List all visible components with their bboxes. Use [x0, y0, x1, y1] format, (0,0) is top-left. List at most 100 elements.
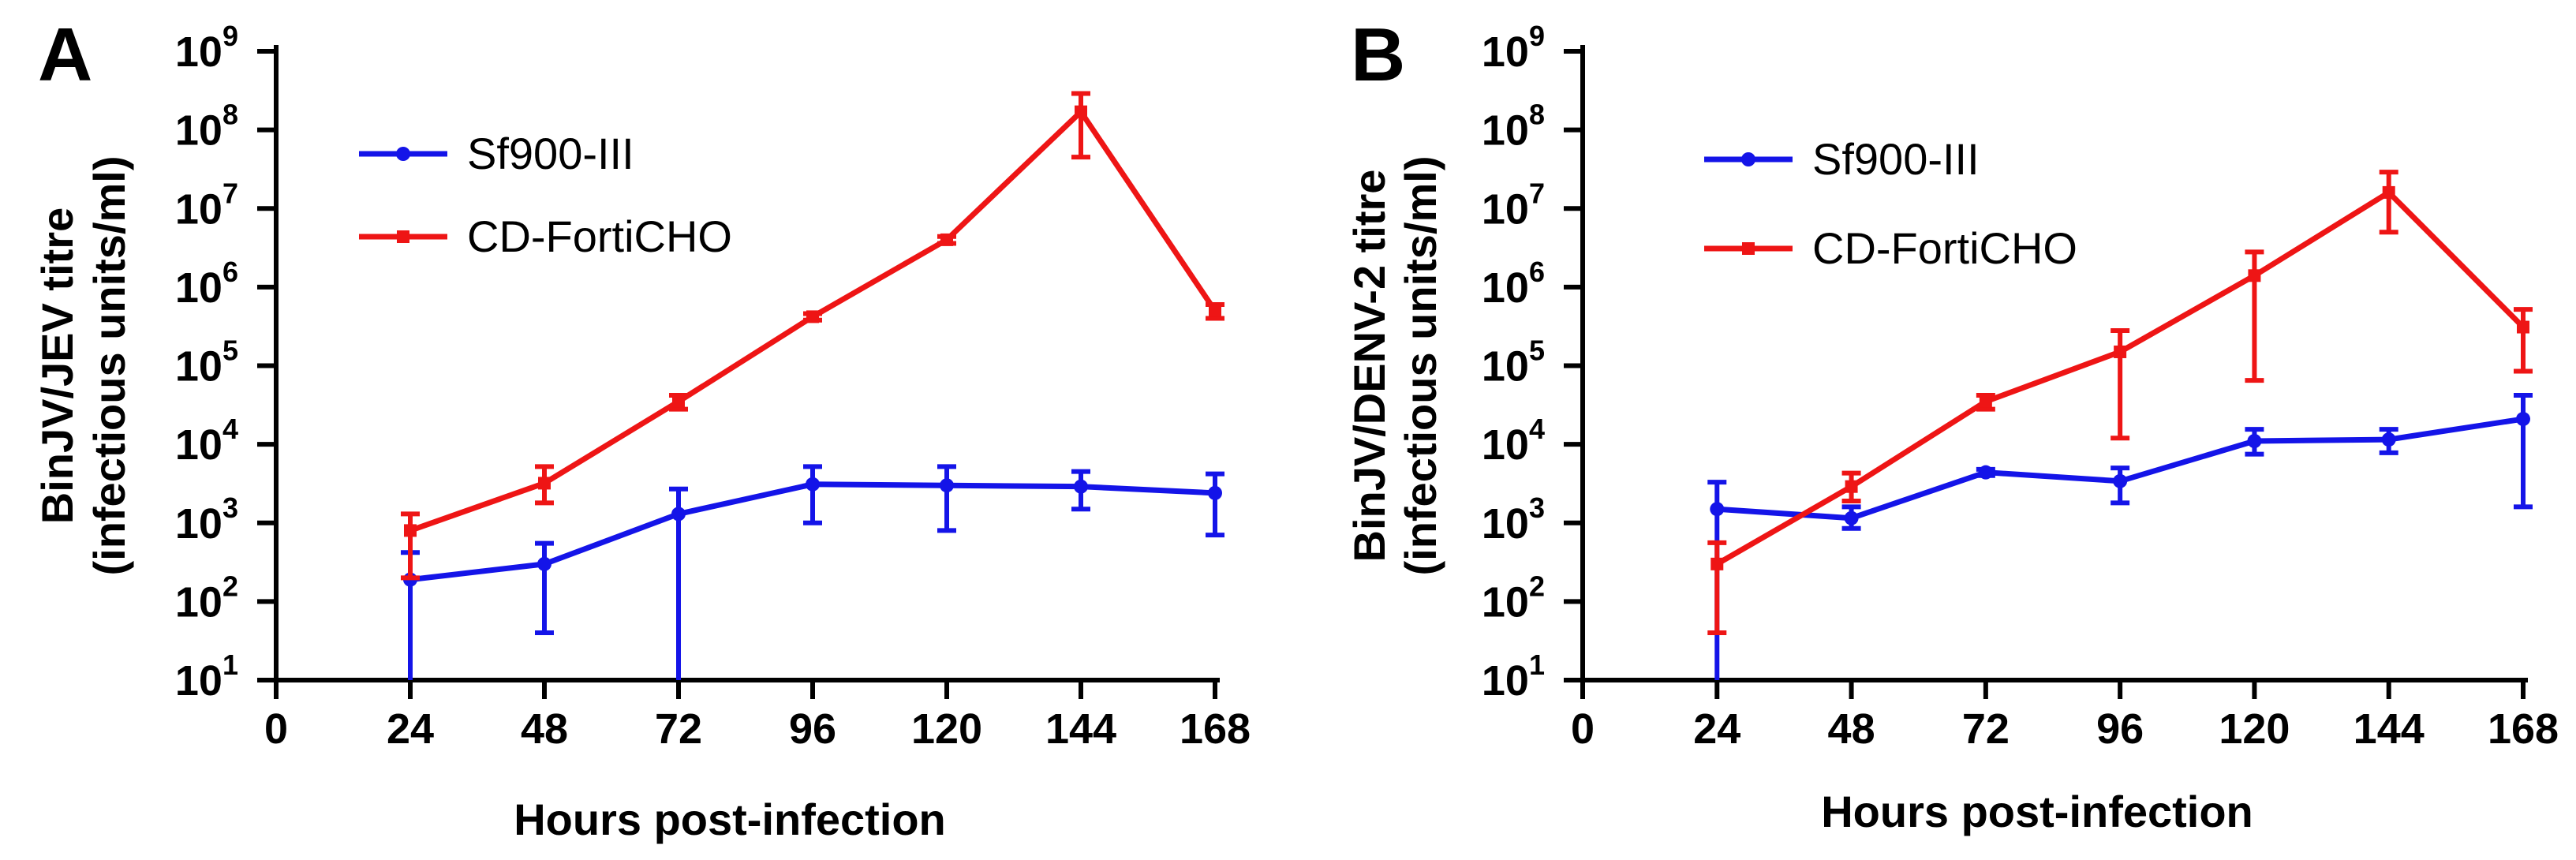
y-tick-label: 107: [1482, 177, 1545, 233]
chart-panel-a: A0 24 48 72 96 120 144 168101102103104105106107…: [32, 13, 1251, 844]
y-tick-base: 10: [1482, 657, 1529, 705]
legend-swatch-marker: [1741, 152, 1755, 166]
data-point: [1979, 394, 1992, 408]
series-cd-forticho: [1707, 170, 2533, 636]
x-tick-label: 48: [521, 705, 568, 753]
x-tick-label: 144: [1045, 705, 1116, 753]
data-point: [1710, 557, 1724, 570]
data-point: [2516, 412, 2530, 427]
x-axis-title: Hours post-infection: [514, 795, 946, 844]
data-point: [537, 556, 551, 571]
y-tick-base: 10: [1482, 28, 1529, 76]
y-tick-exponent: 9: [222, 20, 238, 52]
x-tick-label: 48: [1828, 705, 1875, 753]
y-tick-exponent: 8: [1529, 99, 1545, 131]
x-tick-label: 144: [2354, 705, 2425, 753]
data-point: [940, 478, 954, 493]
y-tick-exponent: 6: [1529, 256, 1545, 288]
legend-swatch-marker: [1742, 242, 1755, 255]
x-tick-label: 24: [1693, 705, 1740, 753]
legend-entry-cd-forticho: CD-FortiCHO: [359, 211, 732, 261]
y-tick-label: 101: [1482, 649, 1545, 705]
data-point: [2381, 432, 2396, 447]
y-tick-exponent: 7: [222, 177, 238, 209]
data-point: [1209, 304, 1221, 317]
y-tick-label: 106: [175, 256, 238, 312]
data-point: [1074, 479, 1088, 494]
y-axis-title-line2: (infectious units/ml): [1396, 156, 1445, 576]
y-tick-exponent: 4: [1529, 413, 1545, 445]
data-point: [2114, 345, 2127, 358]
y-tick-base: 10: [175, 500, 222, 548]
y-tick-base: 10: [1482, 578, 1529, 626]
y-tick-label: 108: [1482, 99, 1545, 155]
y-tick-label: 109: [175, 20, 238, 76]
y-tick-base: 10: [175, 185, 222, 233]
y-tick-label: 104: [1482, 413, 1545, 469]
y-tick-base: 10: [1482, 500, 1529, 548]
y-axis-title-line1: BinJV/DENV-2 titre: [1344, 170, 1394, 563]
y-tick-exponent: 2: [222, 570, 238, 602]
x-tick-label: 0: [1571, 705, 1595, 753]
y-tick-exponent: 9: [1529, 20, 1545, 52]
x-tick-label: 96: [2096, 705, 2144, 753]
y-tick-base: 10: [1482, 185, 1529, 233]
x-tick-label: 168: [2488, 705, 2559, 753]
y-tick-label: 103: [175, 492, 238, 548]
data-point: [806, 477, 820, 492]
legend-label: Sf900-III: [467, 129, 634, 178]
legend-label: CD-FortiCHO: [1812, 223, 2077, 273]
y-tick-exponent: 8: [222, 99, 238, 131]
data-point: [538, 477, 551, 490]
y-tick-exponent: 3: [1529, 492, 1545, 524]
x-tick-label: 0: [264, 705, 288, 753]
legend-entry-sf900-iii: Sf900-III: [359, 129, 634, 178]
data-point: [2247, 434, 2262, 449]
data-point: [672, 394, 685, 408]
y-tick-exponent: 1: [222, 649, 238, 681]
y-tick-label: 108: [175, 99, 238, 155]
panel-letter: A: [38, 13, 92, 97]
y-axis-title-line1: BinJV/JEV titre: [32, 208, 82, 524]
y-tick-exponent: 5: [1529, 335, 1545, 367]
y-tick-exponent: 4: [222, 413, 238, 445]
legend-swatch-marker: [396, 147, 410, 161]
data-point: [671, 507, 686, 522]
x-tick-label: 96: [789, 705, 836, 753]
y-tick-exponent: 7: [1529, 177, 1545, 209]
y-tick-label: 106: [1482, 256, 1545, 312]
y-tick-label: 109: [1482, 20, 1545, 76]
y-tick-label: 107: [175, 177, 238, 233]
data-point: [2113, 473, 2128, 488]
data-point: [1075, 105, 1087, 118]
y-tick-base: 10: [1482, 343, 1529, 391]
x-tick-label: 72: [1962, 705, 2010, 753]
y-tick-base: 10: [175, 657, 222, 705]
y-tick-base: 10: [175, 343, 222, 391]
y-tick-label: 102: [175, 570, 238, 626]
data-point: [1710, 502, 1725, 517]
x-axis-title: Hours post-infection: [1821, 787, 2253, 836]
data-point: [1978, 465, 1993, 480]
data-point: [806, 310, 819, 323]
y-tick-label: 103: [1482, 492, 1545, 548]
y-tick-base: 10: [1482, 264, 1529, 312]
y-tick-base: 10: [175, 421, 222, 469]
y-tick-base: 10: [175, 264, 222, 312]
y-tick-label: 105: [1482, 335, 1545, 391]
panel-letter: B: [1351, 13, 1405, 97]
legend-label: Sf900-III: [1812, 134, 1980, 184]
y-tick-label: 105: [175, 335, 238, 391]
data-point: [940, 233, 953, 246]
y-tick-base: 10: [1482, 107, 1529, 155]
y-tick-base: 10: [175, 107, 222, 155]
data-point: [1844, 510, 1859, 525]
y-tick-base: 10: [175, 578, 222, 626]
legend-entry-cd-forticho: CD-FortiCHO: [1704, 223, 2077, 273]
y-tick-exponent: 3: [222, 492, 238, 524]
chart-panel-b: B0 24 48 72 96 120 144 168101102103104105106107…: [1344, 13, 2559, 836]
x-tick-label: 120: [911, 705, 982, 753]
y-tick-label: 102: [1482, 570, 1545, 626]
